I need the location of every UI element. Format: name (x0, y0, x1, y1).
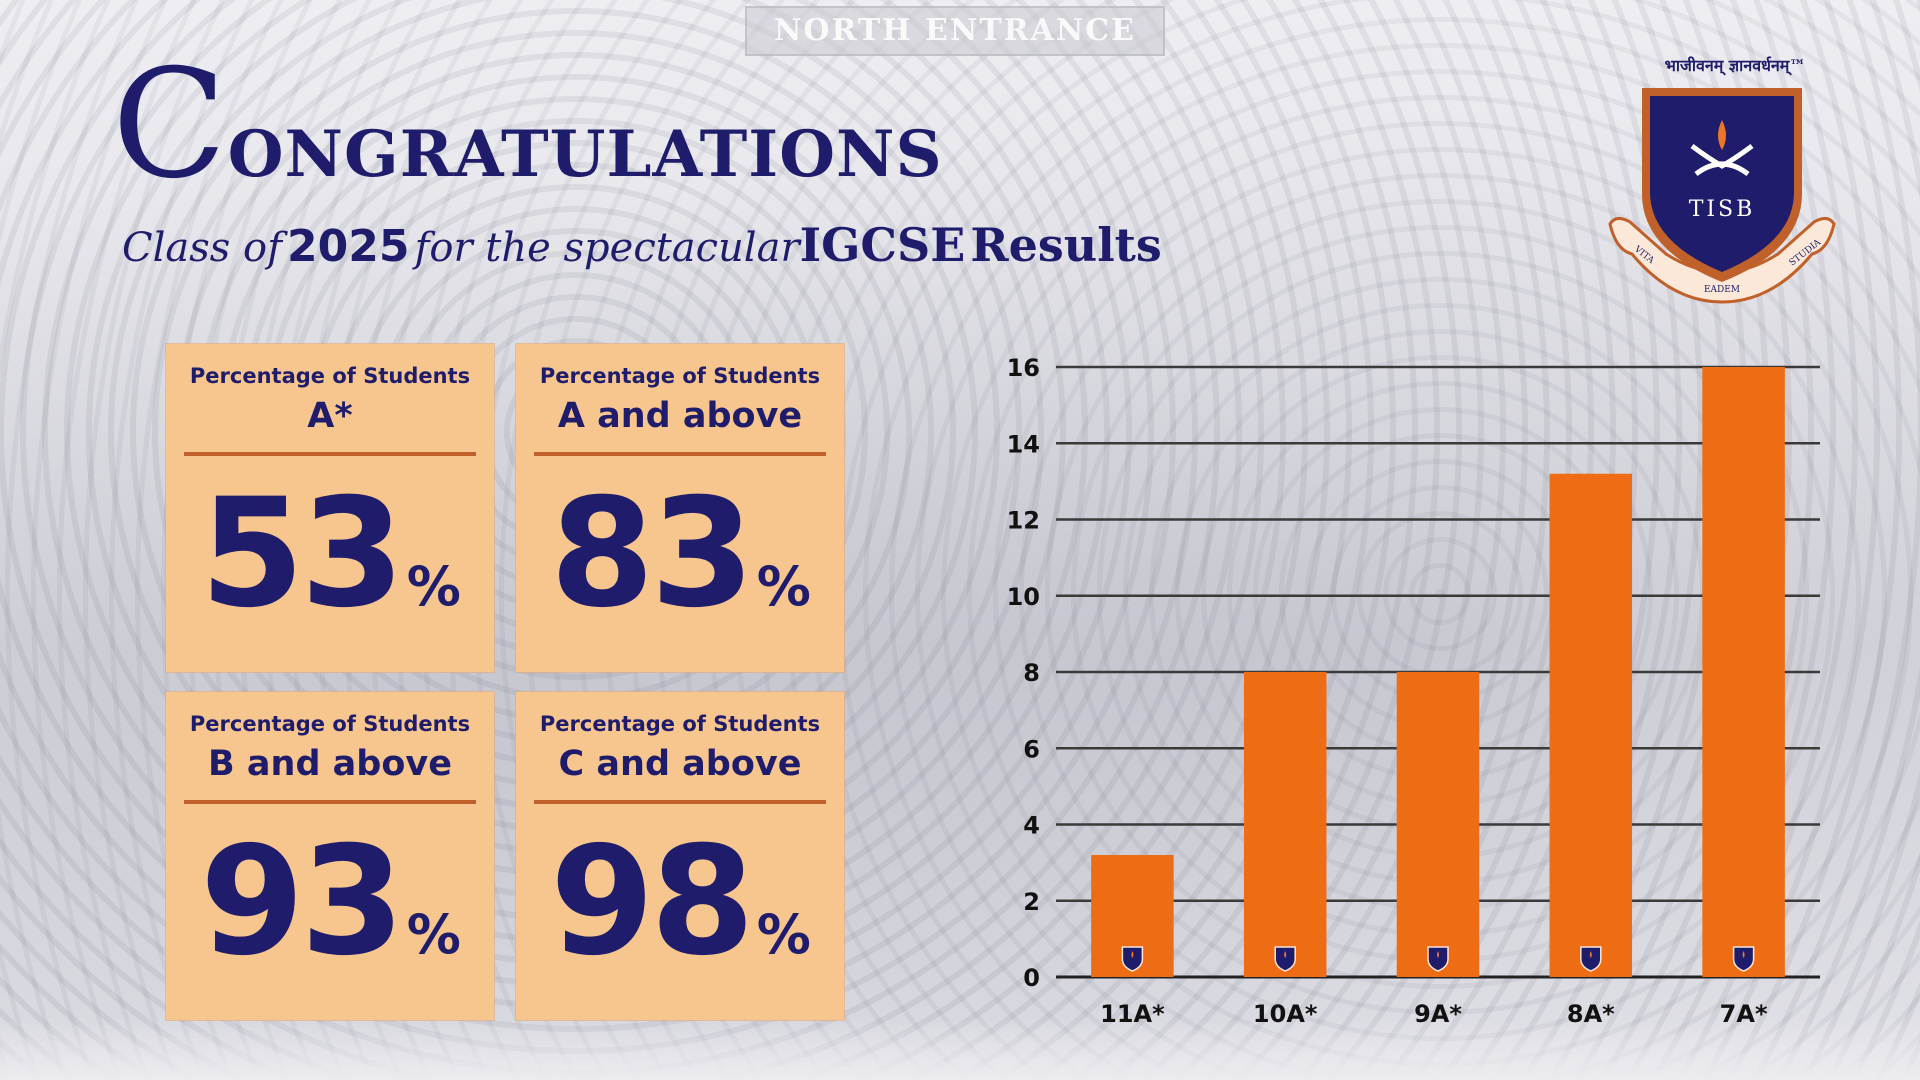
y-tick-label: 12 (1007, 507, 1040, 535)
stat-label-top: Percentage of Students (189, 364, 471, 388)
stat-card-a-and-above: Percentage of Students A and above 83% (516, 344, 844, 672)
stat-label-main: C and above (558, 744, 802, 784)
bar-crest-icon (1732, 946, 1755, 972)
bar-crest-icon (1580, 946, 1602, 972)
bar-crest-icon (1427, 946, 1449, 972)
bar-crest-icon (1274, 946, 1296, 972)
y-tick-label: 4 (1023, 812, 1040, 840)
x-tick-label: 9A* (1414, 1000, 1462, 1028)
x-tick-label: 8A* (1567, 1000, 1615, 1028)
bar (1702, 367, 1785, 977)
stat-value: 93% (200, 815, 461, 989)
stat-card-b-and-above: Percentage of Students B and above 93% (166, 692, 494, 1020)
stat-divider (534, 800, 826, 804)
stat-card-a-star: Percentage of Students A* 53% (166, 344, 494, 672)
logo-motto: भाजीवनम् ज्ञानवर्धनम्™ (1664, 56, 1806, 75)
stat-label-top: Percentage of Students (539, 712, 821, 736)
stat-label-top: Percentage of Students (189, 712, 471, 736)
y-tick-label: 8 (1023, 659, 1040, 687)
subtitle-for: for the spectacular (414, 225, 800, 271)
stat-card-c-and-above: Percentage of Students C and above 98% (516, 692, 844, 1020)
bar (1396, 672, 1480, 977)
entrance-sign: NORTH ENTRANCE (745, 6, 1165, 56)
page-subtitle: Class of 2025 for the spectacularIGCSE R… (122, 218, 1162, 272)
stat-label-main: B and above (208, 744, 452, 784)
x-tick-label: 7A* (1720, 1000, 1768, 1028)
subtitle-results: Results (970, 218, 1162, 272)
bar (1243, 672, 1327, 977)
x-tick-label: 11A* (1100, 1000, 1165, 1028)
stat-divider (184, 800, 476, 804)
stat-value: 53% (200, 467, 461, 641)
stat-label-top: Percentage of Students (539, 364, 821, 388)
stat-label-main: A and above (557, 396, 803, 436)
school-crest-icon: TISB VITA EADEM STUDIA (1608, 88, 1836, 304)
subtitle-igcse: IGCSE (799, 218, 966, 272)
y-tick-label: 16 (1007, 354, 1040, 382)
stat-value: 98% (550, 815, 811, 989)
y-tick-label: 2 (1023, 888, 1040, 916)
stat-label-main: A* (307, 396, 353, 436)
page-title: Congratulations (112, 50, 943, 200)
title-rest: ongratulations (227, 90, 943, 198)
subtitle-class-of: Class of (122, 225, 282, 271)
logo-initials: TISB (1689, 197, 1756, 222)
title-initial: C (112, 38, 228, 212)
x-tick-label: 10A* (1253, 1000, 1318, 1028)
school-logo: भाजीवनम् ज्ञानवर्धनम्™ TISB VITA EADEM S… (1596, 54, 1848, 306)
stat-value: 83% (550, 467, 811, 641)
chart-bars (1091, 367, 1785, 977)
y-tick-label: 0 (1023, 964, 1040, 992)
stat-divider (534, 452, 826, 456)
y-axis-labels: 0 2 4 6 8 10 12 14 16 (1007, 354, 1040, 992)
subtitle-year: 2025 (287, 221, 410, 272)
y-tick-label: 14 (1007, 430, 1040, 458)
x-axis-labels: 11A* 10A* 9A* 8A* 7A* (1100, 1000, 1768, 1028)
y-tick-label: 6 (1023, 735, 1040, 763)
y-tick-label: 10 (1007, 583, 1040, 611)
bar (1549, 473, 1633, 977)
stat-divider (184, 452, 476, 456)
ribbon-center-text: EADEM (1704, 285, 1740, 295)
bar-crest-icon (1121, 946, 1144, 972)
